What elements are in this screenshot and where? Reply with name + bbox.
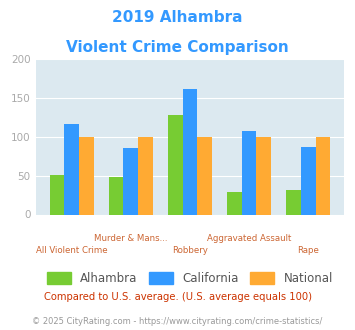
Bar xyxy=(182,89,197,214)
Bar xyxy=(109,177,124,214)
Bar xyxy=(138,137,153,214)
Text: Murder & Mans...: Murder & Mans... xyxy=(94,234,168,243)
Text: Compared to U.S. average. (U.S. average equals 100): Compared to U.S. average. (U.S. average … xyxy=(44,292,311,302)
Bar xyxy=(197,137,212,214)
Bar xyxy=(50,175,64,214)
Bar xyxy=(168,115,182,214)
Bar xyxy=(64,124,79,214)
Bar xyxy=(301,147,316,214)
Bar xyxy=(316,137,330,214)
Text: Violent Crime Comparison: Violent Crime Comparison xyxy=(66,40,289,54)
Text: All Violent Crime: All Violent Crime xyxy=(36,247,108,255)
Text: Aggravated Assault: Aggravated Assault xyxy=(207,234,291,243)
Text: Robbery: Robbery xyxy=(172,247,208,255)
Legend: Alhambra, California, National: Alhambra, California, National xyxy=(42,267,338,289)
Bar xyxy=(79,137,94,214)
Text: © 2025 CityRating.com - https://www.cityrating.com/crime-statistics/: © 2025 CityRating.com - https://www.city… xyxy=(32,317,323,326)
Bar xyxy=(124,148,138,214)
Bar xyxy=(242,131,256,214)
Bar xyxy=(256,137,271,214)
Bar xyxy=(286,190,301,214)
Text: 2019 Alhambra: 2019 Alhambra xyxy=(112,10,243,25)
Text: Rape: Rape xyxy=(297,247,319,255)
Bar xyxy=(227,192,242,214)
